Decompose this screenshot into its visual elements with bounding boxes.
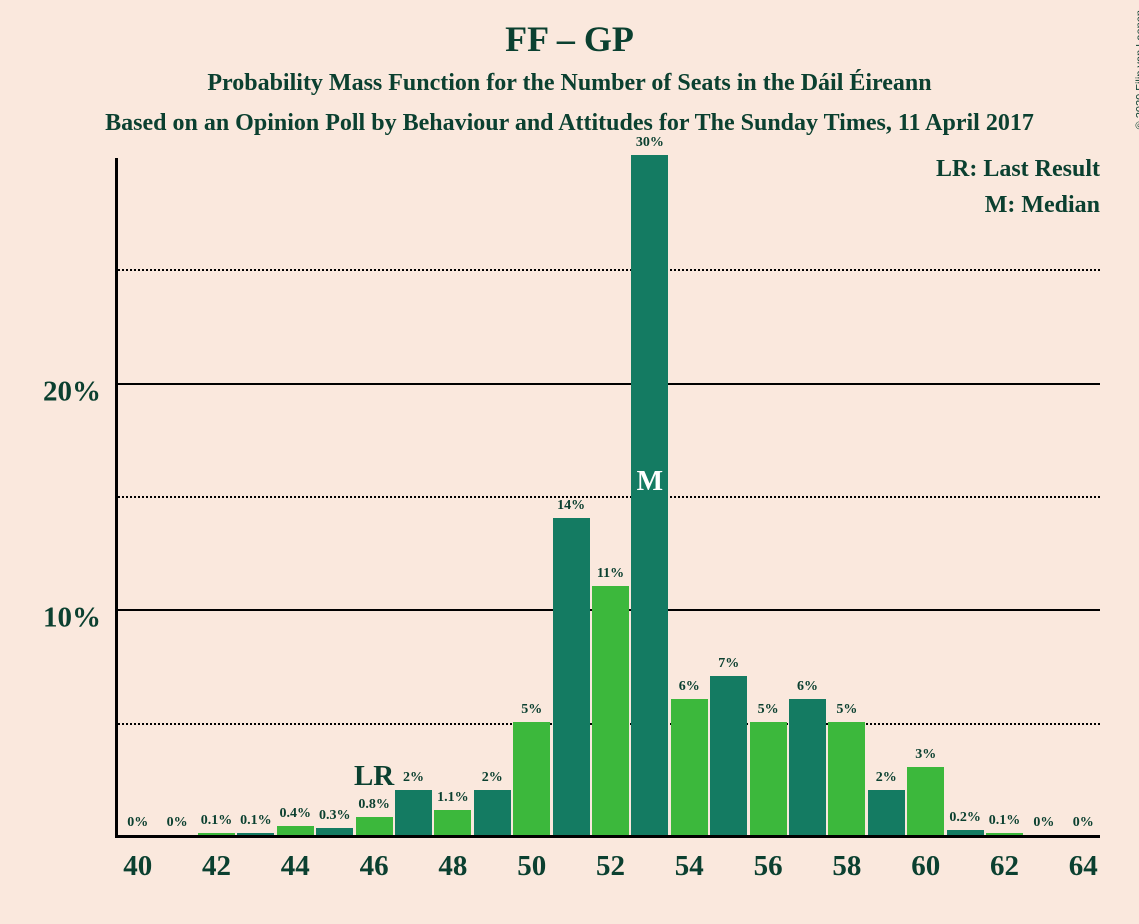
bar-value-label: 14% [541,498,601,514]
y-axis-line [115,158,118,838]
bar-value-label: 30% [620,135,680,151]
bar-value-label: 3% [896,747,956,763]
bar [750,722,787,835]
y-axis-label: 10% [43,602,115,621]
x-axis-line [115,835,1100,838]
x-axis-label: 58 [832,850,861,883]
x-axis-label: 54 [675,850,704,883]
copyright-text: © 2020 Filip van Laenen [1134,10,1139,129]
bar [947,830,984,835]
bar [316,828,353,835]
chart-subtitle-1: Probability Mass Function for the Number… [0,70,1139,97]
chart-title: FF – GP [0,18,1139,60]
bar [434,810,471,835]
x-axis-label: 40 [123,850,152,883]
x-axis-label: 42 [202,850,231,883]
bar [710,676,747,835]
bar [198,833,235,835]
x-axis-label: 64 [1069,850,1098,883]
bar-value-label: 2% [384,770,444,786]
gridline [115,496,1100,498]
x-axis-label: 46 [360,850,389,883]
bar-value-label: 6% [778,679,838,695]
x-axis-label: 44 [281,850,310,883]
bar [592,586,629,835]
x-axis-label: 60 [911,850,940,883]
bar [356,817,393,835]
y-axis-label: 20% [43,375,115,394]
x-axis-label: 48 [438,850,467,883]
bar-value-label: 5% [817,702,877,718]
gridline [115,383,1100,385]
bar [789,699,826,835]
chart-plot-area: 10%20%0%0%0.1%0.1%0.4%0.3%0.8%LR2%1.1%2%… [115,158,1100,838]
bar [671,699,708,835]
bar [513,722,550,835]
x-axis-label: 56 [754,850,783,883]
x-axis-label: 52 [596,850,625,883]
bar [237,833,274,835]
gridline [115,269,1100,271]
bar-value-label: 0% [1053,815,1113,831]
bar [986,833,1023,835]
chart-subtitle-2: Based on an Opinion Poll by Behaviour an… [0,110,1139,137]
bar [474,790,511,835]
bar [277,826,314,835]
x-axis-label: 50 [517,850,546,883]
bar [868,790,905,835]
x-axis-label: 62 [990,850,1019,883]
median-marker: M [637,466,663,498]
bar-value-label: 7% [699,656,759,672]
